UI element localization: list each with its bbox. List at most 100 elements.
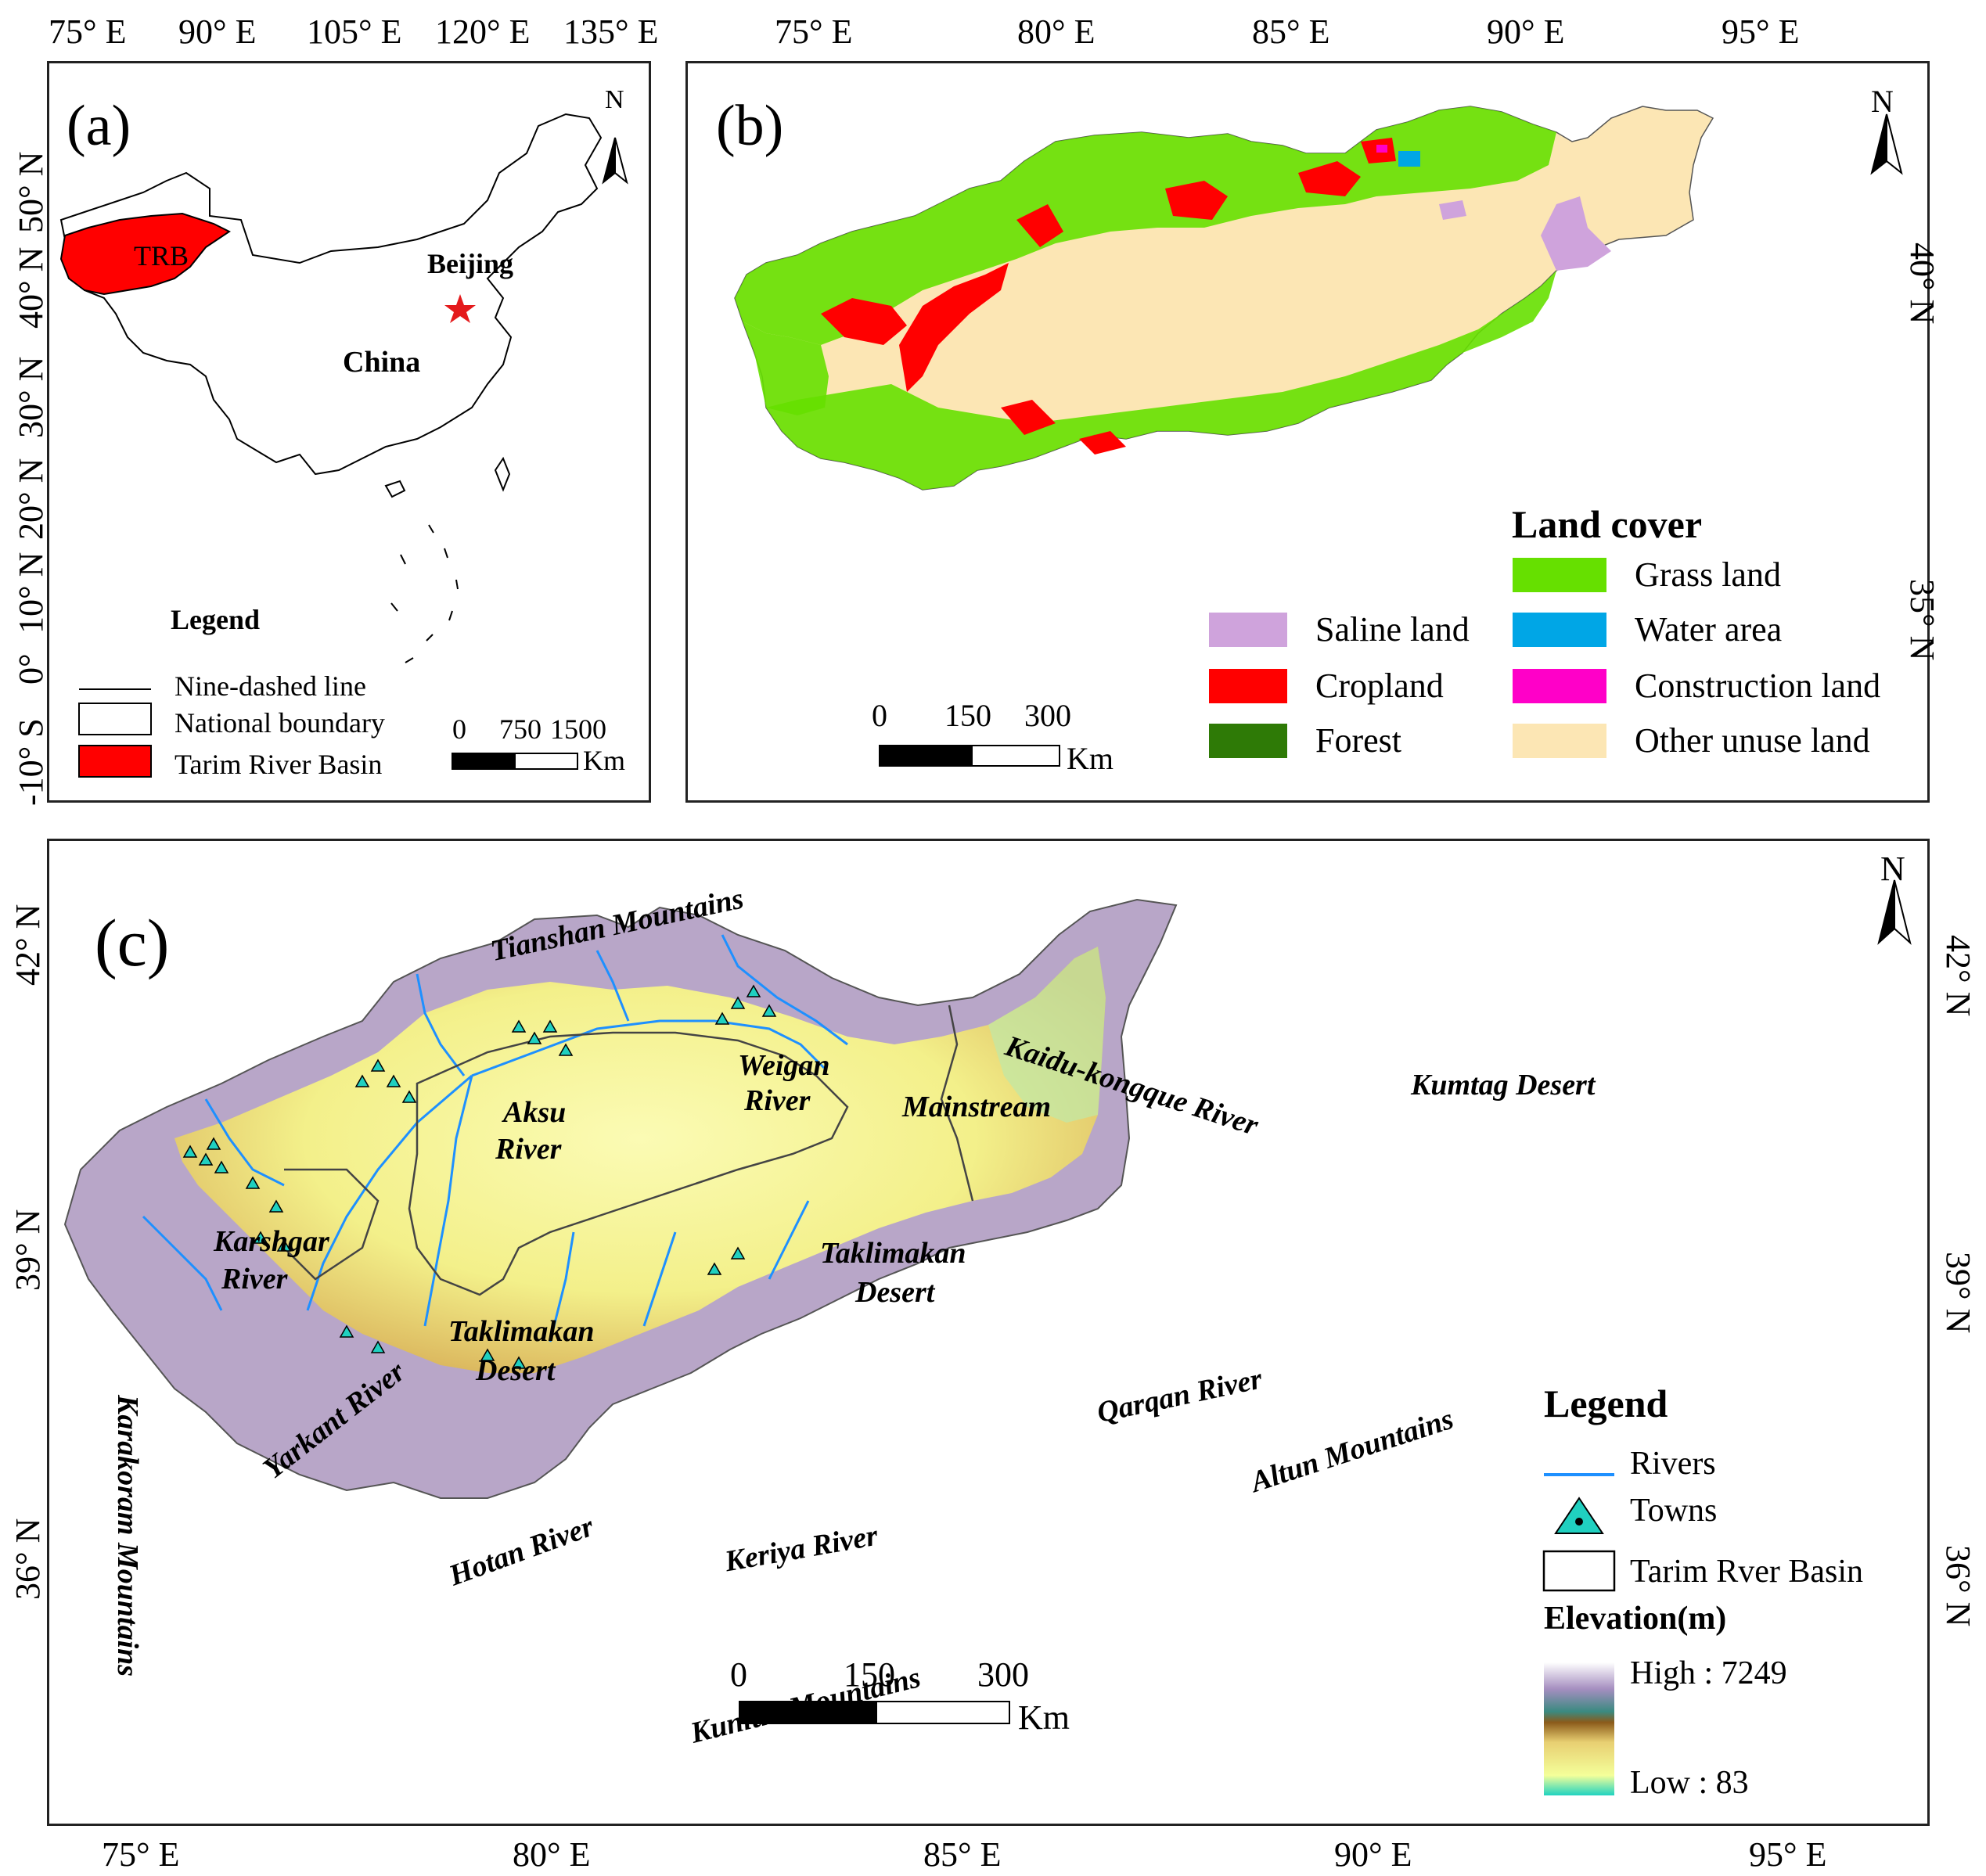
lc-water-label: Water area — [1635, 610, 1783, 649]
scale-tick-150-b: 150 — [944, 698, 991, 733]
north-label-b: N — [1871, 84, 1894, 119]
lc-saline-label: Saline land — [1315, 610, 1470, 649]
c-lon-tick-1: 75° E — [102, 1835, 180, 1874]
lc-forest-swatch — [1209, 723, 1287, 758]
lc-cropland: Cropland — [1209, 666, 1444, 706]
panel-c-label: (c) — [95, 905, 170, 980]
legend-town-dot — [1575, 1518, 1583, 1526]
scale-tick-0-b: 0 — [872, 698, 887, 733]
north-arrow-c — [1877, 879, 1912, 945]
label-taklimakan-2b: Desert — [476, 1354, 556, 1387]
china-label: China — [343, 346, 421, 379]
legend-national-symbol — [78, 703, 152, 735]
c-lon-tick-4: 90° E — [1334, 1835, 1412, 1874]
legend-title-a: Legend — [171, 604, 261, 635]
north-arrow-a — [602, 137, 628, 185]
c-lat-tick-1-left: 42° N — [9, 904, 47, 986]
legend-towns-label: Towns — [1630, 1493, 1718, 1529]
lc-forest-label: Forest — [1315, 721, 1401, 760]
legend-trb-symbol — [78, 745, 152, 778]
c-basin-lowland — [174, 947, 1106, 1373]
b-grass-west — [743, 322, 829, 415]
elevation-high: High : 7249 — [1630, 1655, 1787, 1691]
panel-b-map — [734, 106, 1903, 767]
elevation-ramp — [1544, 1662, 1614, 1795]
lc-grass-swatch — [1513, 557, 1606, 592]
label-weigan: Weigan — [738, 1049, 830, 1082]
scale-unit-c: Km — [1018, 1698, 1070, 1737]
label-karshgar-river: River — [221, 1263, 288, 1296]
label-taklimakan-1b: Desert — [855, 1276, 935, 1309]
a-lat-tick-2: 40° N — [12, 246, 50, 329]
a-lat-tick-4: 20° N — [12, 458, 50, 540]
legend-item-nine-dash: Nine-dashed line — [174, 670, 366, 702]
scale-tick-300-c: 300 — [977, 1655, 1029, 1694]
lc-water-swatch — [1513, 612, 1606, 647]
panel-a-map — [59, 113, 628, 778]
scale-unit-b: Km — [1067, 741, 1114, 776]
b-lat-tick-2: 35° N — [1903, 579, 1941, 661]
label-karshgar: Karshgar — [214, 1225, 329, 1258]
panel-c: (c) N Tianshan Mountains Weigan River Ka… — [47, 839, 1930, 1826]
elevation-title: Elevation(m) — [1544, 1601, 1727, 1637]
lc-saline: Saline land — [1209, 609, 1470, 649]
b-lon-tick-5: 95° E — [1722, 13, 1800, 51]
lc-forest: Forest — [1209, 721, 1401, 760]
a-lon-tick-1: 75° E — [49, 13, 127, 51]
a-lon-tick-2: 90° E — [178, 13, 257, 51]
b-grass-south — [766, 271, 1556, 490]
north-label-a: N — [605, 85, 624, 114]
lc-grass-label: Grass land — [1635, 555, 1781, 594]
legend-item-national: National boundary — [174, 707, 385, 739]
lc-cropland-label: Cropland — [1315, 667, 1444, 705]
c-lat-tick-1-right: 42° N — [1939, 935, 1977, 1017]
scale-unit-a: Km — [583, 745, 625, 776]
a-lon-tick-4: 120° E — [435, 13, 531, 51]
b-water — [1398, 151, 1420, 167]
label-karakoram: Karakoram Mountains — [111, 1395, 144, 1677]
lc-construction: Construction land — [1513, 666, 1880, 706]
c-lon-tick-5: 95° E — [1749, 1835, 1827, 1874]
a-lat-tick-5: 10° N — [12, 552, 50, 634]
c-lat-tick-3-right: 36° N — [1939, 1545, 1977, 1627]
scale-tick-150-c: 150 — [844, 1655, 895, 1694]
b-construction — [1376, 145, 1387, 153]
label-aksu-river: River — [495, 1133, 562, 1166]
scale-tick-1500-a: 1500 — [550, 713, 606, 745]
b-lat-tick-1: 40° N — [1903, 243, 1941, 325]
north-arrow-b — [1870, 113, 1903, 175]
lc-other-label: Other unuse land — [1635, 721, 1870, 760]
trb-region — [59, 212, 231, 296]
a-lon-tick-3: 105° E — [307, 13, 402, 51]
panel-c-map — [63, 879, 1912, 1795]
b-lon-tick-1: 75° E — [775, 13, 853, 51]
c-rivers — [142, 934, 848, 1342]
a-lat-tick-1: 50° N — [12, 151, 50, 233]
label-weigan-river: River — [744, 1084, 811, 1117]
c-kumtag — [988, 947, 1106, 1123]
lc-other-swatch — [1513, 723, 1606, 758]
trb-label: TRB — [134, 240, 189, 271]
b-grass-north — [735, 106, 1556, 345]
north-label-c: N — [1880, 850, 1905, 888]
b-lon-tick-2: 80° E — [1017, 13, 1096, 51]
legend-basin-label: Tarim Rver Basin — [1630, 1554, 1863, 1590]
lc-other: Other unuse land — [1513, 721, 1870, 760]
nine-dashed-line — [390, 524, 459, 663]
lc-grass: Grass land — [1513, 555, 1781, 595]
c-subbasin-boundaries — [283, 1004, 974, 1296]
panel-b-label: (b) — [716, 94, 784, 158]
a-lat-tick-6: 0° — [12, 653, 50, 685]
lc-saline-swatch — [1209, 612, 1287, 647]
china-outline — [59, 113, 603, 476]
scale-tick-0-c: 0 — [730, 1655, 747, 1694]
b-lon-tick-4: 90° E — [1487, 13, 1565, 51]
c-lat-tick-3-left: 36° N — [9, 1518, 47, 1600]
elevation-low: Low : 83 — [1630, 1765, 1749, 1801]
legend-town-symbol — [1554, 1497, 1604, 1534]
land-cover-title: Land cover — [1512, 502, 1703, 546]
beijing-star — [444, 294, 476, 323]
c-towns — [182, 984, 777, 1369]
beijing-label: Beijing — [427, 248, 514, 279]
lc-water: Water area — [1513, 609, 1782, 649]
